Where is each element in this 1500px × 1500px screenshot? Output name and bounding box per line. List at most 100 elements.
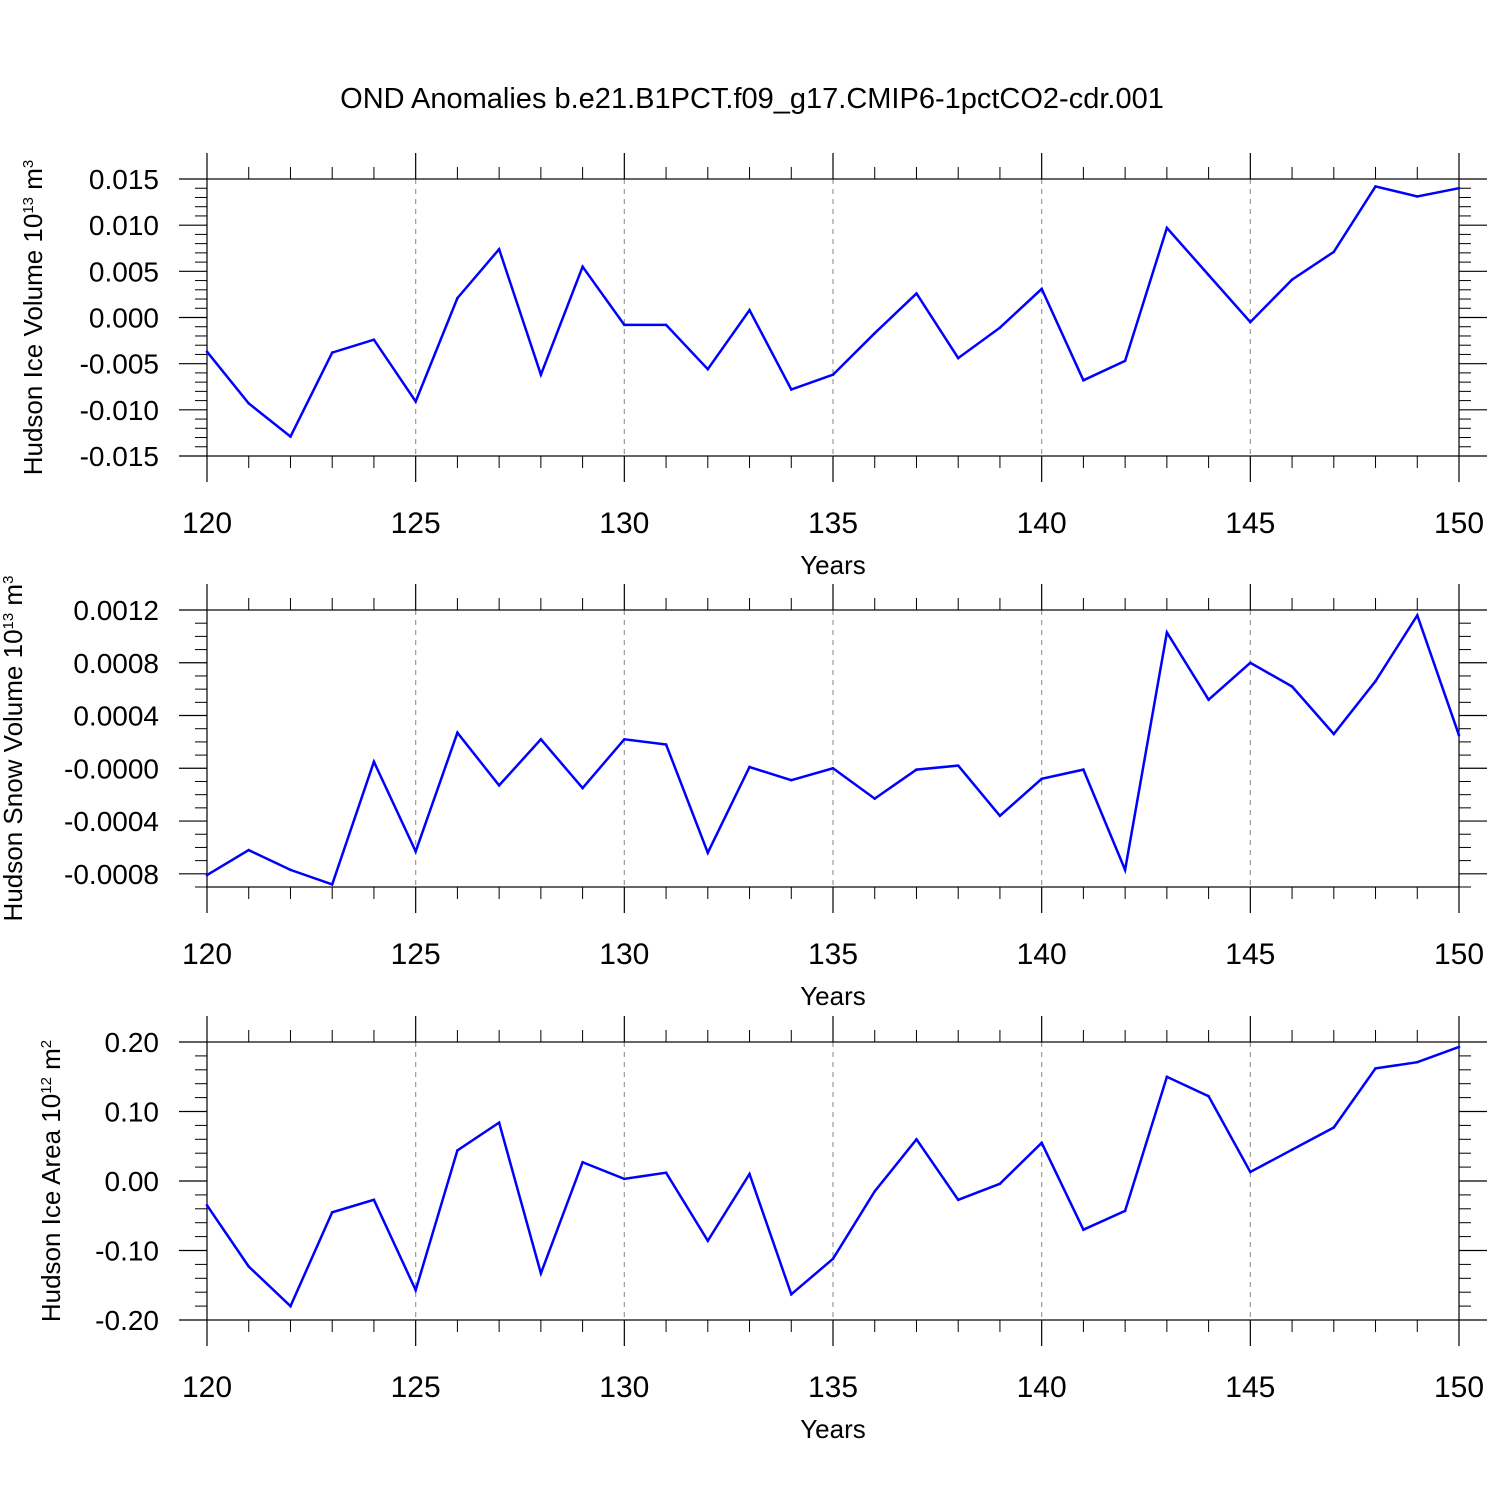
x-tick-label: 125	[391, 507, 441, 540]
x-tick-label: 150	[1434, 938, 1484, 971]
grid-lines	[415, 1042, 1251, 1320]
x-ticks	[206, 1016, 1460, 1346]
data-point	[998, 814, 1002, 818]
data-point	[539, 737, 543, 741]
chart-panel-1: -0.015 -0.010 -0.005 0.000 0.005 0.010 0.015 12…	[18, 153, 1487, 580]
data-point	[330, 1210, 334, 1214]
data-point	[414, 400, 417, 403]
x-tick-label: 135	[808, 1371, 858, 1404]
grid-lines	[415, 179, 1251, 456]
x-tick-label: 120	[182, 938, 232, 971]
panels: -0.015 -0.010 -0.005 0.000 0.005 0.010 0.015 12…	[0, 153, 1487, 1444]
data-point	[1457, 1045, 1461, 1049]
data-point	[1457, 734, 1461, 737]
data-point	[706, 1239, 710, 1243]
y-tick-label: -0.0000	[64, 753, 159, 784]
data-point	[1040, 1141, 1043, 1145]
data-point	[1290, 278, 1294, 281]
data-point	[1249, 320, 1252, 324]
x-tick-label: 140	[1017, 1371, 1067, 1404]
x-tick-label: 130	[599, 507, 649, 540]
chart-panel-2: -0.0008 -0.0004 -0.0000 0.0004 0.0008 0.0012 1…	[0, 576, 1487, 1011]
data-point	[372, 1198, 376, 1202]
data-point	[497, 247, 501, 251]
data-point	[1040, 287, 1043, 291]
data-point	[873, 797, 877, 800]
x-tick-label: 140	[1017, 938, 1067, 971]
figure-title: OND Anomalies b.e21.B1PCT.f09_g17.CMIP6-…	[340, 83, 1164, 115]
data-point	[1374, 679, 1377, 683]
data-point	[1332, 250, 1336, 254]
data-point	[706, 851, 710, 855]
series-points	[205, 1045, 1461, 1308]
y-axis-label-text: Hudson Snow Volume 10	[0, 629, 28, 921]
data-point	[205, 1204, 209, 1207]
y-tick-label: -0.10	[95, 1236, 159, 1267]
x-tick-label: 120	[182, 507, 232, 540]
data-point	[1123, 1209, 1127, 1213]
data-point	[915, 292, 918, 295]
data-point	[1415, 195, 1419, 198]
data-point	[956, 1198, 960, 1202]
data-point	[1082, 1228, 1085, 1231]
y-tick-label: 0.015	[89, 164, 159, 195]
data-point	[831, 766, 835, 770]
y-tick-label: 0.010	[89, 210, 159, 241]
data-point	[706, 367, 710, 371]
y-tick-label: -0.005	[80, 349, 159, 380]
x-tick-label: 150	[1434, 1371, 1484, 1404]
data-point	[1207, 698, 1210, 701]
data-point	[623, 737, 626, 741]
data-point	[915, 1138, 918, 1141]
x-ticks	[206, 153, 1460, 482]
data-point	[998, 326, 1002, 329]
chart-panel-3: -0.20 -0.10 0.00 0.10 0.20 120 125 130 135 140 145…	[36, 1016, 1487, 1444]
y-axis-label: Hudson Ice Volume 1013 m3	[18, 160, 48, 476]
data-point	[372, 338, 376, 341]
y-axis-label-text: m	[18, 168, 48, 197]
x-ticks	[206, 584, 1460, 913]
data-point	[1165, 631, 1169, 634]
x-axis-label: Years	[800, 1414, 866, 1444]
data-point	[414, 1288, 417, 1292]
x-axis-label: Years	[800, 550, 866, 580]
y-axis-label-exponent: 12	[38, 1077, 55, 1094]
y-axis-label-text: m	[0, 584, 28, 613]
data-point	[581, 786, 584, 790]
y-axis-label-text: Hudson Ice Area 10	[36, 1094, 66, 1322]
data-point	[205, 350, 209, 353]
data-point	[1374, 185, 1377, 188]
x-tick-label: 130	[599, 938, 649, 971]
data-point	[289, 868, 292, 872]
y-axis-label-exponent: 3	[0, 576, 17, 584]
data-point	[1415, 1060, 1419, 1064]
y-axis-label-exponent: 3	[20, 160, 37, 168]
data-point	[1290, 1148, 1294, 1152]
y-axis-label-exponent: 13	[20, 197, 37, 214]
data-point	[1290, 685, 1294, 688]
y-axis-label-text: Hudson Ice Volume 10	[18, 214, 48, 476]
data-point	[1207, 273, 1210, 277]
data-point	[289, 435, 292, 438]
x-tick-label: 135	[808, 507, 858, 540]
data-point	[247, 402, 251, 405]
data-point	[1249, 1170, 1252, 1174]
data-point	[664, 743, 668, 746]
x-tick-label: 130	[599, 1371, 649, 1404]
x-tick-label: 125	[391, 938, 441, 971]
y-ticks	[179, 178, 1487, 457]
data-point	[372, 760, 376, 763]
data-point	[1415, 613, 1419, 617]
data-point	[623, 1177, 626, 1181]
y-tick-label: 0.0012	[73, 595, 159, 626]
y-tick-label: 0.005	[89, 256, 159, 287]
data-point	[1165, 226, 1169, 230]
y-tick-label: -0.0004	[64, 806, 159, 837]
y-tick-label: -0.0008	[64, 859, 159, 890]
y-axis-label: Hudson Ice Area 1012 m2	[36, 1040, 66, 1322]
data-point	[1123, 868, 1127, 872]
y-tick-label: 0.0004	[73, 701, 159, 732]
data-point	[915, 768, 918, 771]
